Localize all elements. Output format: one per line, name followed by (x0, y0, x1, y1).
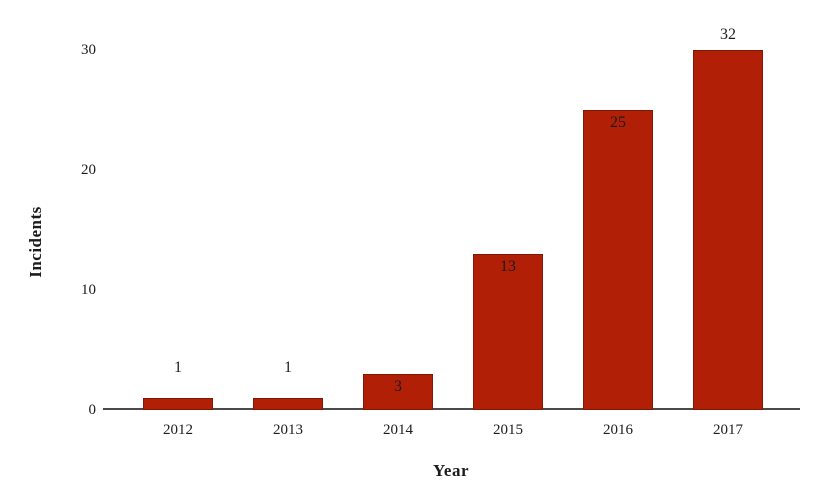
y-tick-label: 30 (81, 42, 96, 58)
bar (693, 50, 763, 410)
y-tick-label: 0 (88, 402, 97, 418)
x-tick-label: 2013 (273, 422, 303, 438)
bar-value-label: 3 (394, 378, 402, 395)
bar-value-label: 1 (174, 359, 182, 376)
y-tick-label: 20 (81, 162, 96, 178)
x-tick-label: 2012 (163, 422, 193, 438)
bar (363, 374, 433, 410)
x-tick-label: 2017 (713, 422, 743, 438)
bar-value-label: 25 (610, 114, 626, 131)
bar-value-label: 32 (720, 26, 736, 43)
x-tick-label: 2014 (383, 422, 413, 438)
bar (583, 110, 653, 410)
bar (143, 398, 213, 410)
y-axis-title: Incidents (26, 206, 45, 278)
bar-value-label: 13 (500, 258, 516, 275)
y-tick-label: 10 (81, 282, 96, 298)
x-axis-line (103, 408, 800, 410)
bar-value-label: 1 (284, 359, 292, 376)
bar (473, 254, 543, 410)
bar (253, 398, 323, 410)
x-tick-label: 2016 (603, 422, 633, 438)
x-axis-title: Year (433, 461, 469, 480)
x-tick-label: 2015 (493, 422, 523, 438)
